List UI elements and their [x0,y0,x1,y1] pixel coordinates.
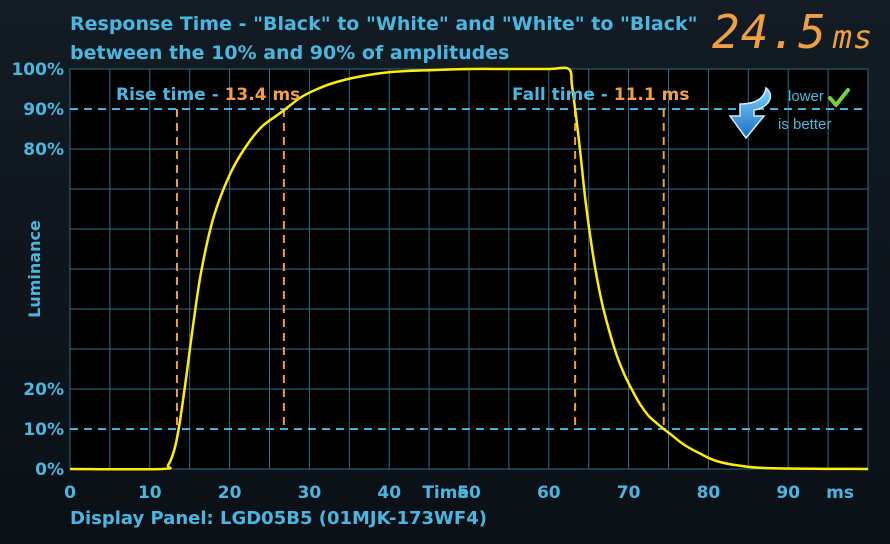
x-axis-unit: ms [826,483,854,503]
chart-title-line-1: Response Time - "Black" to "White" and "… [70,13,698,35]
y-axis-label: Luminance [25,220,44,318]
x-tick-label: 30 [298,483,322,503]
chart-title-line-2: between the 10% and 90% of amplitudes [70,42,510,64]
down-arrow-icon [728,86,772,140]
x-tick-label: 90 [776,483,800,503]
display-panel-label: Display Panel: LGD05B5 (01MJK-173WF4) [70,508,487,529]
x-tick-label: 10 [138,483,162,503]
checkmark-icon [828,88,850,107]
y-tick-label: 10% [23,420,64,440]
lower-is-better-badge: lower is better [728,84,858,144]
chart-title: Response Time - "Black" to "White" and "… [70,10,698,68]
badge-line-2: is better [778,116,832,133]
y-tick-label: 20% [23,380,64,400]
x-tick-label: 70 [617,483,641,503]
x-axis-label: Time [422,483,469,503]
x-tick-label: 0 [64,483,76,503]
x-tick-label: 80 [697,483,721,503]
rise-time-annotation: Rise time - 13.4 ms [116,85,300,105]
readout-unit: ms [832,18,874,56]
y-tick-label: 90% [23,100,64,120]
y-tick-label: 80% [23,140,64,160]
badge-line-1: lower [788,88,824,105]
x-tick-label: 40 [377,483,401,503]
readout-value: 24.5 [712,5,827,59]
x-tick-label: 50 [457,483,481,503]
y-tick-label: 0% [35,460,64,480]
x-tick-label: 20 [218,483,242,503]
total-response-readout: 24.5 ms [712,4,873,65]
y-tick-label: 100% [11,60,64,80]
fall-time-annotation: Fall time - 11.1 ms [512,85,689,105]
luminance-series-line [69,66,869,471]
x-tick-label: 60 [537,483,561,503]
